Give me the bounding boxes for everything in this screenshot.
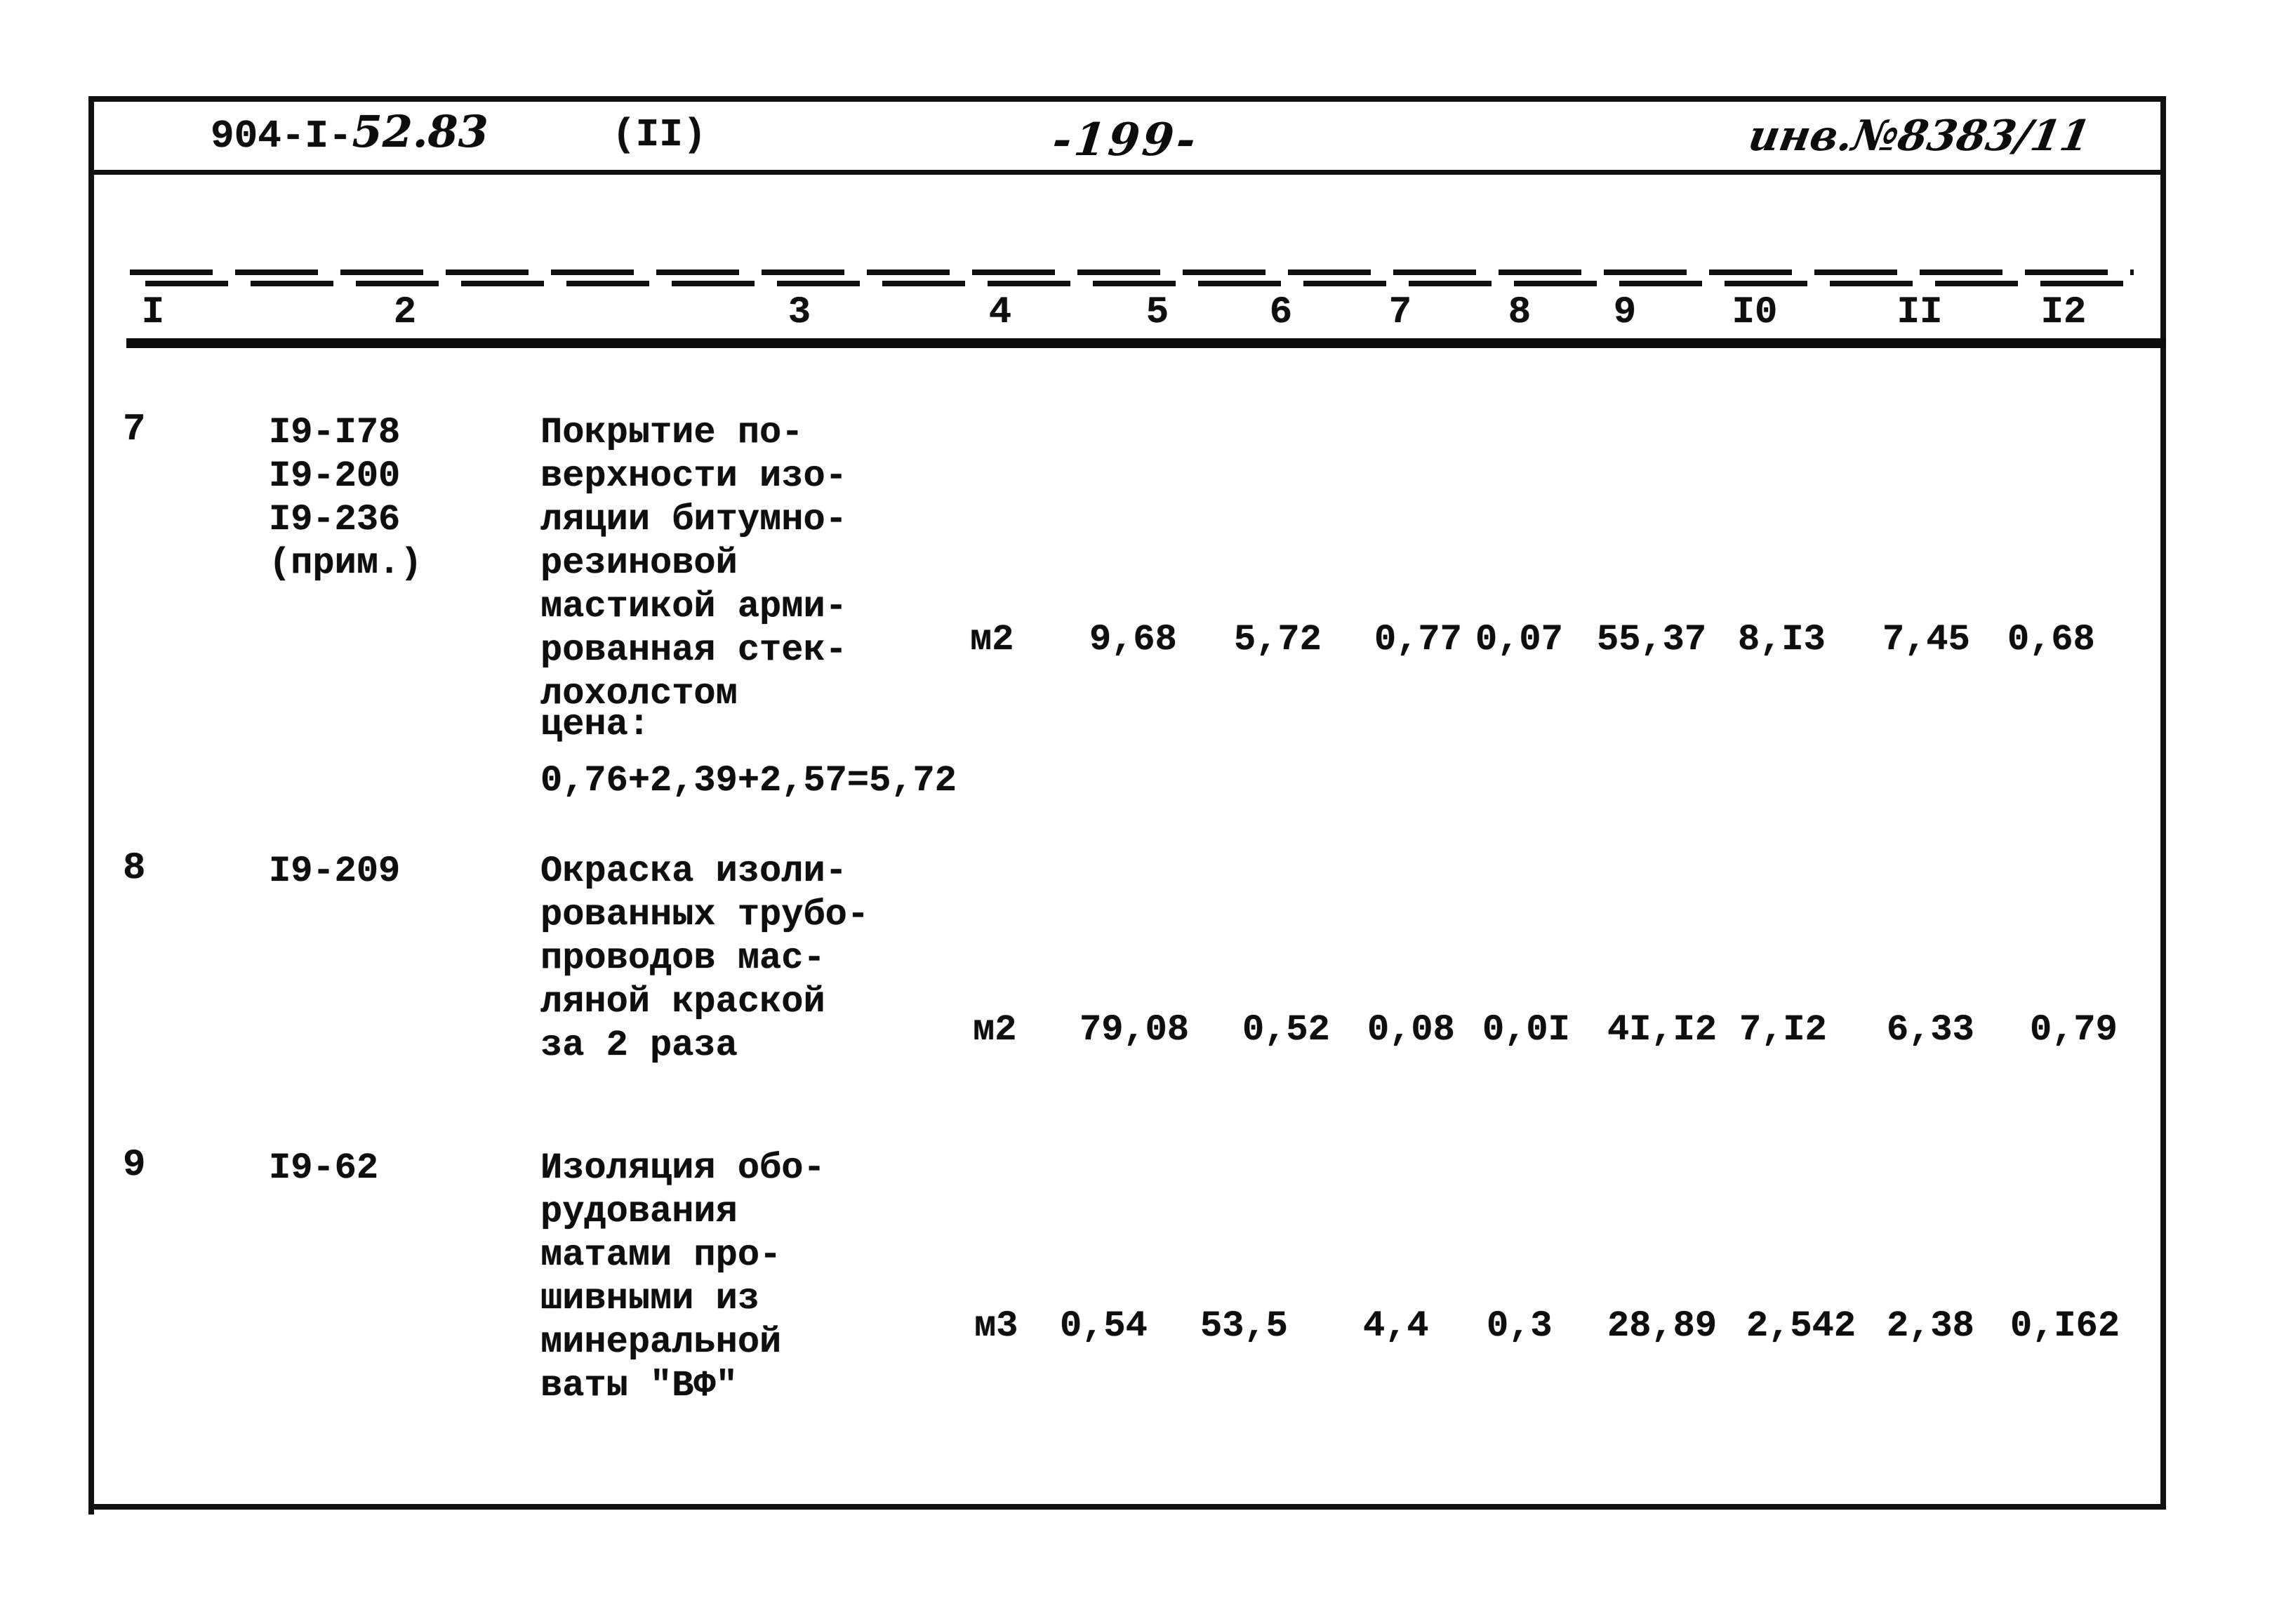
work-code-line: I9-200	[269, 455, 401, 497]
description-line: резиновой	[540, 543, 738, 584]
description-line: верхности изо-	[540, 455, 847, 497]
value-cell: 0,I62	[2010, 1305, 2120, 1347]
value-cell: 6,33	[1887, 1009, 1974, 1051]
work-code-line: (прим.)	[269, 543, 423, 584]
value-cell: 79,08	[1079, 1009, 1190, 1051]
work-codes: I9-209	[269, 850, 400, 893]
work-codes: I9-62	[269, 1147, 378, 1190]
unit-cell: м3	[974, 1305, 1018, 1347]
unit-cell: м2	[973, 1009, 1017, 1051]
value-cell: 0,52	[1242, 1009, 1330, 1051]
sheet-mark: (II)	[612, 112, 707, 157]
value-cell: 7,45	[1882, 619, 1970, 660]
column-number-2: 2	[393, 291, 417, 334]
doc-series: 904-I-52.83	[211, 110, 489, 159]
frame-top-border	[88, 96, 2166, 102]
description-line: шивными из	[540, 1278, 760, 1319]
frame-left-border	[88, 96, 94, 1515]
value-cell: 4,4	[1363, 1305, 1429, 1347]
price-label: цена:	[540, 704, 651, 745]
value-cell: 0,77	[1374, 619, 1462, 660]
price-formula: 0,76+2,39+2,57=5,72	[540, 760, 957, 801]
work-code-line: I9-62	[269, 1147, 379, 1189]
description-line: рованная стек-	[540, 630, 847, 671]
doc-series-handwritten: 52.83	[352, 106, 489, 157]
value-cell: 2,542	[1746, 1305, 1856, 1347]
work-description: Покрытие по- верхности изо- ляции битумн…	[540, 411, 847, 716]
column-number-1: I	[141, 291, 165, 334]
work-description: Изоляция обо- рудования матами про- шивн…	[540, 1147, 825, 1408]
value-cell: 4I,I2	[1607, 1009, 1718, 1051]
description-line: рудования	[540, 1191, 738, 1232]
description-line: за 2 раза	[540, 1025, 738, 1066]
unit-cell: м2	[970, 619, 1014, 660]
row-number: 7	[123, 408, 146, 451]
table-header-rule	[126, 338, 2166, 348]
column-number-3: 3	[788, 291, 811, 334]
value-cell: 0,0I	[1482, 1009, 1570, 1051]
description-line: рованных трубо-	[540, 894, 870, 936]
column-number-10: I0	[1732, 291, 1778, 334]
column-number-7: 7	[1388, 291, 1412, 334]
row-number: 8	[123, 847, 146, 890]
description-line: ваты "ВФ"	[540, 1365, 738, 1406]
value-cell: 0,79	[2030, 1009, 2118, 1051]
column-number-11: II	[1896, 291, 1943, 334]
page-number: -199-	[1050, 114, 1201, 166]
value-cell: 2,38	[1887, 1305, 1974, 1347]
description-line: мастикой арми-	[540, 586, 847, 627]
work-codes: I9-I78 I9-200 I9-236 (прим.)	[269, 411, 422, 585]
frame-bottom-border	[88, 1504, 2166, 1510]
frame-right-border	[2160, 96, 2166, 1510]
inventory-number: инв.№8383/11	[1744, 112, 2094, 161]
description-line: лохолстом	[540, 673, 738, 714]
column-number-9: 9	[1613, 291, 1637, 334]
column-number-8: 8	[1508, 291, 1532, 334]
value-cell: 0,3	[1487, 1305, 1553, 1347]
row-number: 9	[123, 1144, 146, 1187]
value-cell: 5,72	[1234, 619, 1322, 660]
doc-series-typed: 904-I-	[211, 114, 352, 159]
column-number-5: 5	[1145, 291, 1169, 334]
column-number-12: I2	[2040, 291, 2087, 334]
value-cell: 53,5	[1200, 1305, 1288, 1347]
description-line: матами про-	[540, 1234, 782, 1276]
description-line: Окраска изоли-	[540, 851, 847, 892]
value-cell: 8,I3	[1738, 619, 1826, 660]
value-cell: 9,68	[1089, 619, 1177, 660]
work-code-line: I9-209	[269, 851, 401, 892]
work-code-line: I9-236	[269, 499, 401, 540]
column-number-4: 4	[988, 291, 1012, 334]
work-code-line: I9-I78	[269, 412, 401, 453]
header-underline	[88, 170, 2165, 175]
value-cell: 0,54	[1060, 1305, 1148, 1347]
value-cell: 0,07	[1475, 619, 1563, 660]
value-cell: 55,37	[1597, 619, 1707, 660]
value-cell: 28,89	[1607, 1305, 1718, 1347]
description-line: Покрытие по-	[540, 412, 804, 453]
work-description: Окраска изоли- рованных трубо- проводов …	[540, 850, 869, 1067]
description-line: проводов мас-	[540, 938, 825, 979]
description-line: Изоляция обо-	[540, 1147, 825, 1189]
value-cell: 0,08	[1367, 1009, 1455, 1051]
description-line: ляции битумно-	[540, 499, 847, 540]
table-header-dashed-rule	[130, 269, 2134, 288]
column-number-6: 6	[1269, 291, 1293, 334]
value-cell: 7,I2	[1739, 1009, 1827, 1051]
description-line: минеральной	[540, 1322, 782, 1363]
value-cell: 0,68	[2007, 619, 2095, 660]
description-line: ляной краской	[540, 981, 825, 1023]
